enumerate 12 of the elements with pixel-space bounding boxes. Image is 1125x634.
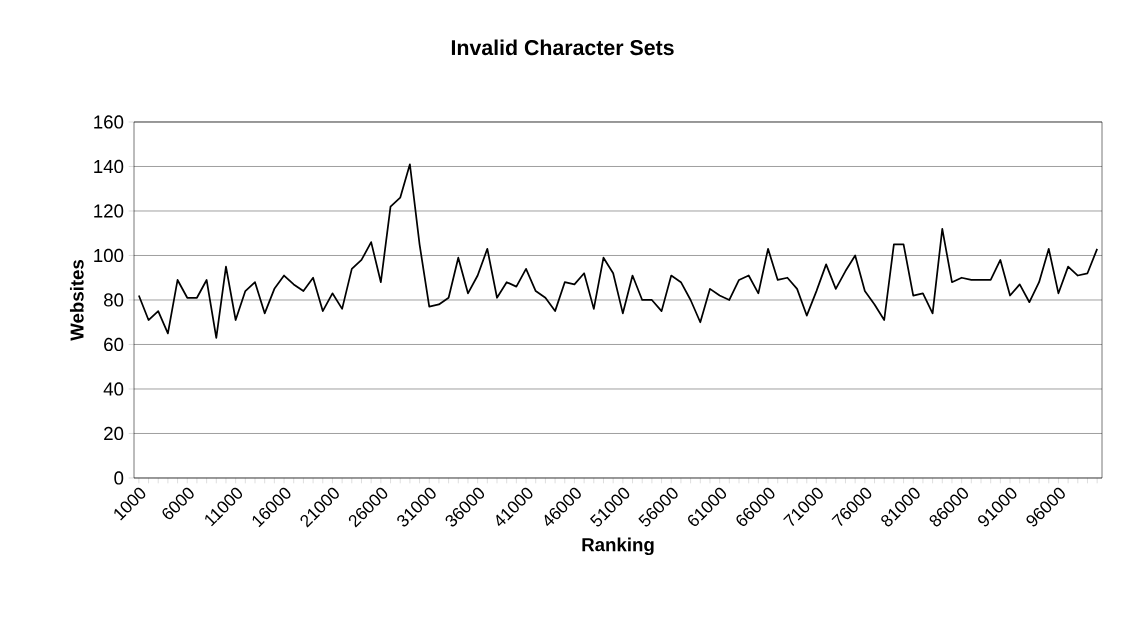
y-tick-label: 20 — [104, 426, 124, 441]
y-tick-label: 160 — [94, 115, 124, 129]
y-tick-label: 0 — [114, 471, 124, 485]
y-tick-label: 80 — [104, 293, 124, 307]
y-tick-label: 100 — [94, 248, 124, 263]
y-tick-label: 140 — [94, 159, 124, 174]
y-tick-label: 120 — [94, 204, 124, 218]
y-axis-title: Websites — [69, 259, 84, 341]
chart-title: Invalid Character Sets — [451, 39, 674, 56]
x-axis-title: Ranking — [582, 537, 654, 556]
y-tick-label: 40 — [103, 382, 124, 396]
y-tick-label: 60 — [104, 337, 124, 352]
